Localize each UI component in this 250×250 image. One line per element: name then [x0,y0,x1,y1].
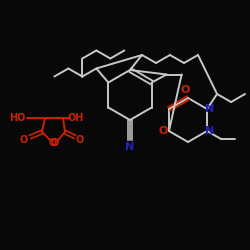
Text: N: N [206,126,215,136]
Text: HO: HO [9,113,25,123]
Text: O: O [76,135,84,145]
Text: N: N [206,104,215,114]
Text: O: O [49,138,57,148]
Text: O: O [158,126,168,136]
Text: O: O [180,85,190,95]
Text: N: N [126,142,134,152]
Text: O: O [51,138,59,148]
Text: OH: OH [68,113,84,123]
Text: O: O [20,135,28,145]
